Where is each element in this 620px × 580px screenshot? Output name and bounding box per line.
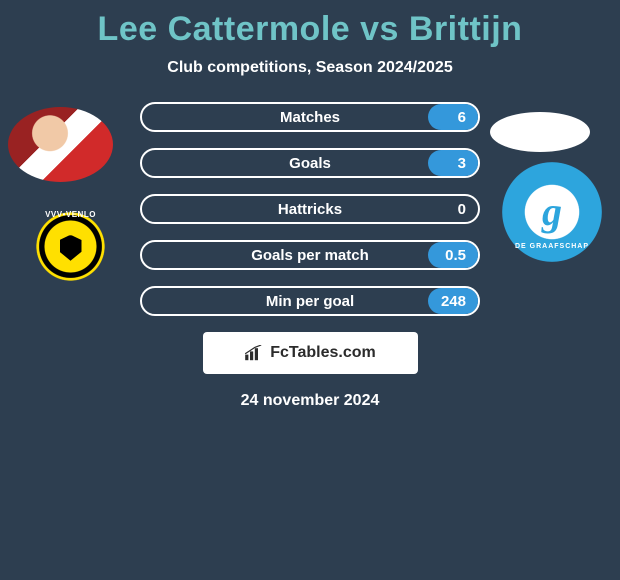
chart-icon bbox=[244, 345, 264, 361]
stat-bar: Goals per match0.5 bbox=[140, 240, 480, 270]
stat-value-b: 6 bbox=[458, 104, 466, 130]
comparison-stage: g DE GRAAFSCHAP Matches6Goals3Hattricks0… bbox=[0, 102, 620, 410]
stat-bar: Hattricks0 bbox=[140, 194, 480, 224]
stat-bar: Matches6 bbox=[140, 102, 480, 132]
player-b-club-badge: g DE GRAAFSCHAP bbox=[502, 162, 602, 262]
stat-label: Matches bbox=[142, 104, 478, 130]
player-a-club-badge bbox=[18, 204, 123, 289]
player-a-photo bbox=[8, 107, 113, 182]
stat-value-b: 248 bbox=[441, 288, 466, 314]
club-b-logo-text: DE GRAAFSCHAP bbox=[515, 243, 589, 250]
stat-bar: Min per goal248 bbox=[140, 286, 480, 316]
stat-value-b: 3 bbox=[458, 150, 466, 176]
stat-label: Goals bbox=[142, 150, 478, 176]
stat-label: Hattricks bbox=[142, 196, 478, 222]
stat-value-b: 0.5 bbox=[445, 242, 466, 268]
page-title: Lee Cattermole vs Brittijn bbox=[0, 0, 620, 49]
page-subtitle: Club competitions, Season 2024/2025 bbox=[0, 59, 620, 77]
stat-bar: Goals3 bbox=[140, 148, 480, 178]
stat-bars: Matches6Goals3Hattricks0Goals per match0… bbox=[140, 102, 480, 316]
stat-value-b: 0 bbox=[458, 196, 466, 222]
brand-text: FcTables.com bbox=[270, 344, 376, 362]
club-b-logo-letter: g bbox=[542, 192, 562, 232]
player-b-photo bbox=[490, 112, 590, 152]
stat-label: Goals per match bbox=[142, 242, 478, 268]
stat-label: Min per goal bbox=[142, 288, 478, 314]
brand-badge: FcTables.com bbox=[203, 332, 418, 374]
date-label: 24 november 2024 bbox=[0, 392, 620, 410]
